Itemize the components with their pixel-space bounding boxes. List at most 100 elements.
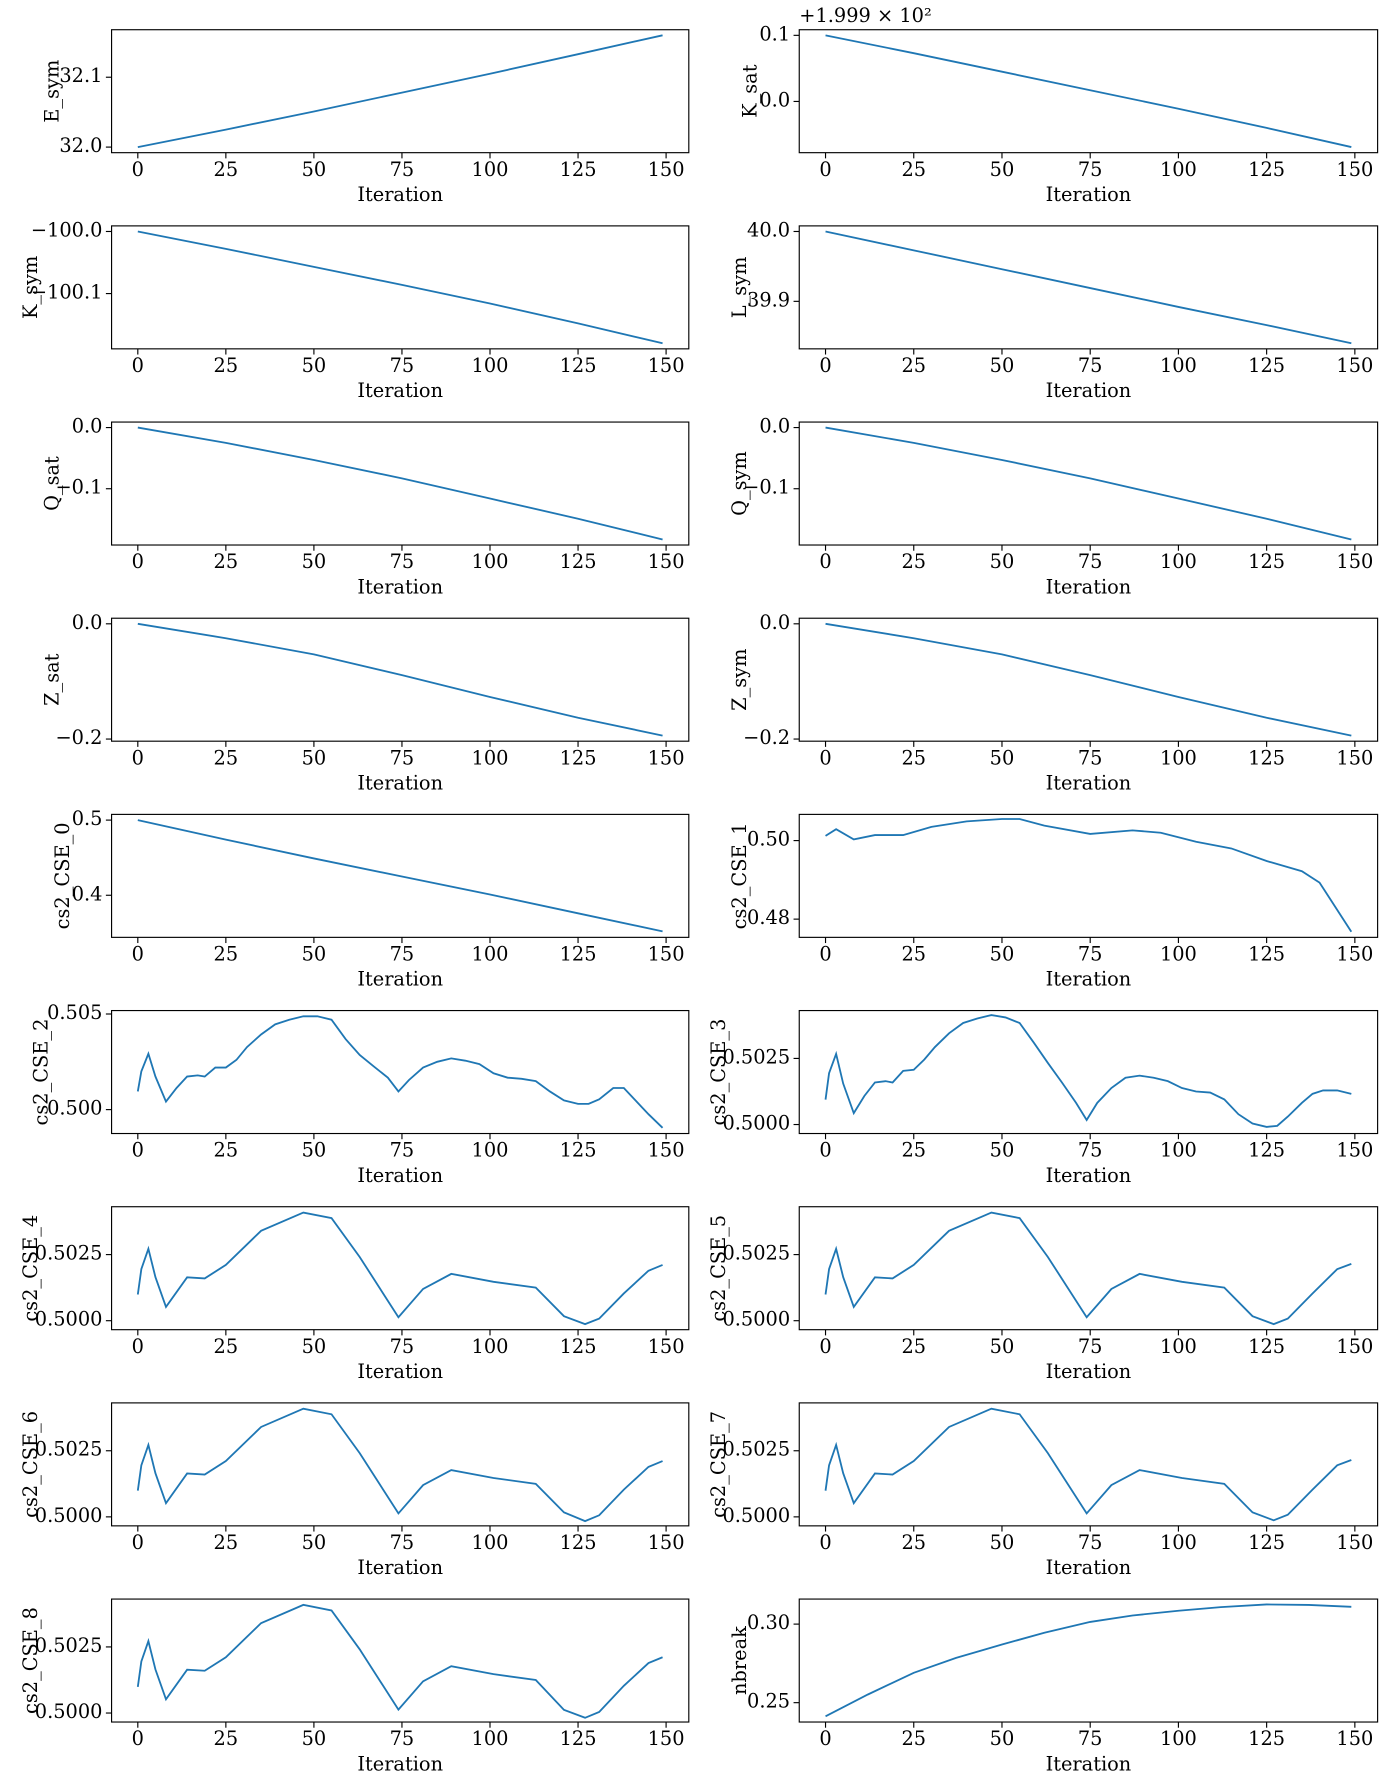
x-tick-label: 125 <box>560 550 597 573</box>
x-axis-label: Iteration <box>1046 1360 1132 1383</box>
y-axis-label: L_sym <box>728 257 751 319</box>
x-tick-label: 50 <box>302 1727 327 1750</box>
data-line <box>137 622 663 737</box>
x-tick-label: 0 <box>819 550 831 573</box>
x-tick-label: 150 <box>648 943 685 966</box>
x-tick-label: 75 <box>1078 746 1103 769</box>
y-tick-label: −0.2 <box>743 726 790 749</box>
x-tick-label: 50 <box>990 158 1015 181</box>
x-tick-label: 125 <box>1248 1531 1285 1554</box>
x-tick-label: 100 <box>472 158 509 181</box>
x-tick-label: 75 <box>390 354 415 377</box>
x-tick-label: 150 <box>1336 354 1373 377</box>
y-tick-label: 32.1 <box>59 64 102 87</box>
x-tick-label: 25 <box>901 1335 926 1358</box>
axes-frame <box>111 617 690 742</box>
y-axis-label: Q_sat <box>40 456 63 511</box>
y-tick-label: −0.2 <box>55 726 102 749</box>
x-tick-label: 75 <box>1078 1335 1103 1358</box>
axes-frame <box>798 1402 1379 1527</box>
x-tick-label: 150 <box>648 550 685 573</box>
x-axis-label: Iteration <box>1046 771 1132 794</box>
x-tick-label: 125 <box>560 1727 597 1750</box>
x-tick-label: 150 <box>648 1139 685 1162</box>
x-tick-label: 100 <box>1160 158 1197 181</box>
x-tick-label: 100 <box>472 1727 509 1750</box>
axes-frame <box>111 813 690 938</box>
y-tick-label: 0.5000 <box>722 1112 790 1135</box>
axes-frame <box>798 29 1379 154</box>
y-tick-label: 0.500 <box>47 1097 102 1120</box>
x-axis-label: Iteration <box>357 968 443 991</box>
x-tick-label: 50 <box>990 1139 1015 1162</box>
x-tick-label: 0 <box>132 943 144 966</box>
x-tick-label: 150 <box>1336 1335 1373 1358</box>
x-tick-label: 50 <box>990 746 1015 769</box>
y-tick-label: 0.5025 <box>722 1242 790 1265</box>
x-axis-label: Iteration <box>1046 1556 1132 1579</box>
x-tick-label: 150 <box>648 1531 685 1554</box>
x-tick-label: 50 <box>990 1727 1015 1750</box>
x-tick-label: 150 <box>1336 550 1373 573</box>
y-tick-label: −100.0 <box>31 218 103 241</box>
y-tick-label: 32.0 <box>59 134 102 157</box>
x-tick-label: 150 <box>1336 943 1373 966</box>
x-tick-label: 125 <box>560 1139 597 1162</box>
x-tick-label: 75 <box>1078 943 1103 966</box>
x-axis-label: Iteration <box>357 183 443 206</box>
y-tick-label: 0.5025 <box>722 1045 790 1068</box>
x-tick-label: 100 <box>472 943 509 966</box>
axes-frame <box>111 1402 690 1527</box>
x-tick-label: 25 <box>901 943 926 966</box>
x-tick-label: 100 <box>472 746 509 769</box>
x-tick-label: 150 <box>648 1727 685 1750</box>
y-tick-label: 0.5000 <box>35 1504 103 1527</box>
y-axis-label: K_sym <box>19 256 42 319</box>
x-tick-label: 75 <box>1078 550 1103 573</box>
data-line <box>825 818 1353 933</box>
x-tick-label: 100 <box>472 354 509 377</box>
y-axis-label: nbreak <box>728 1626 751 1695</box>
data-line <box>137 819 663 933</box>
y-axis-label: cs2_CSE_0 <box>51 822 74 929</box>
x-tick-label: 125 <box>1248 1335 1285 1358</box>
y-tick-label: 0.5000 <box>722 1504 790 1527</box>
data-line <box>825 34 1352 148</box>
data-line <box>137 426 663 541</box>
y-tick-label: 0.5025 <box>35 1438 103 1461</box>
x-tick-label: 50 <box>302 158 327 181</box>
y-tick-label: 0.48 <box>747 906 790 929</box>
x-tick-label: 150 <box>648 1335 685 1358</box>
x-tick-label: 0 <box>819 1727 831 1750</box>
x-tick-label: 125 <box>1248 550 1285 573</box>
axes-frame <box>798 1009 1379 1135</box>
x-tick-label: 50 <box>990 943 1015 966</box>
x-axis-label: Iteration <box>357 1164 443 1187</box>
x-tick-label: 50 <box>302 746 327 769</box>
x-tick-label: 0 <box>819 1335 831 1358</box>
y-tick-label: −0.1 <box>55 476 102 499</box>
offset-text: +1.999 × 10² <box>799 4 931 27</box>
x-axis-label: Iteration <box>1046 379 1132 402</box>
x-axis-label: Iteration <box>1046 183 1132 206</box>
x-tick-label: 25 <box>214 943 239 966</box>
x-tick-label: 25 <box>901 158 926 181</box>
x-tick-label: 25 <box>901 746 926 769</box>
x-tick-label: 125 <box>560 943 597 966</box>
x-tick-label: 100 <box>1160 746 1197 769</box>
x-tick-label: 75 <box>390 746 415 769</box>
y-axis-label: cs2_CSE_2 <box>30 1019 53 1126</box>
data-line <box>824 1211 1352 1326</box>
y-tick-label: 0.5000 <box>35 1308 103 1331</box>
x-tick-label: 100 <box>1160 943 1197 966</box>
x-axis-label: Iteration <box>357 771 443 794</box>
axes-frame <box>798 813 1379 938</box>
y-tick-label: 0.0 <box>759 611 790 634</box>
x-tick-label: 0 <box>132 354 144 377</box>
data-line <box>137 230 663 345</box>
x-tick-label: 0 <box>819 1139 831 1162</box>
x-tick-label: 150 <box>1336 1139 1373 1162</box>
y-tick-label: 0.0 <box>759 415 790 438</box>
x-tick-label: 0 <box>132 1727 144 1750</box>
